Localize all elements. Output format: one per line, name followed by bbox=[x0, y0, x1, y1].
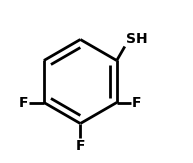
Text: F: F bbox=[132, 96, 142, 110]
Text: F: F bbox=[19, 96, 29, 110]
Text: F: F bbox=[76, 139, 85, 153]
Text: SH: SH bbox=[126, 32, 147, 46]
